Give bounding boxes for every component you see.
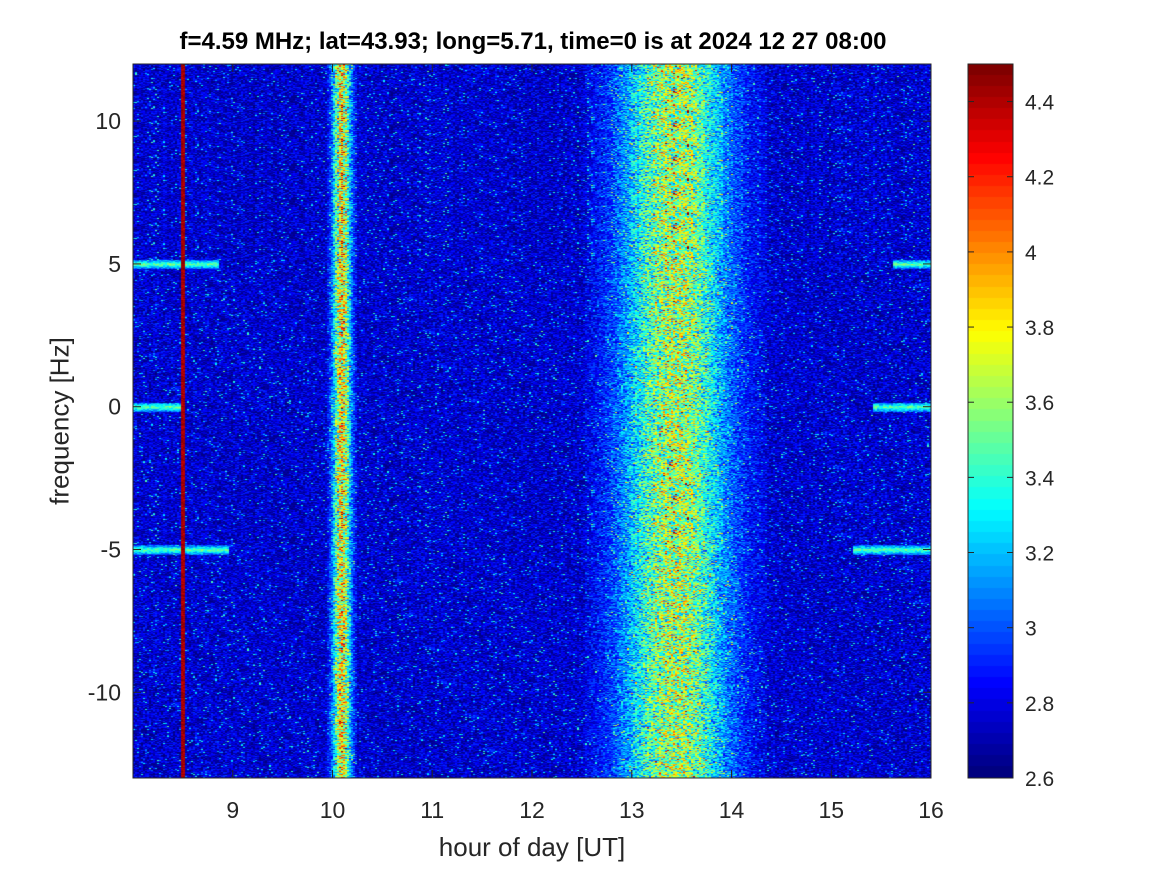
colorbar-tick-label: 4.4	[1025, 92, 1055, 115]
x-tick-label: 9	[226, 797, 239, 823]
colorbar-tick-label: 3.2	[1025, 543, 1054, 566]
colorbar-tick-label: 3.6	[1025, 392, 1054, 415]
spectrogram-heatmap	[133, 64, 931, 778]
colorbar-tick-label: 2.8	[1025, 693, 1054, 716]
x-tick-label: 13	[619, 797, 645, 823]
x-tick-label: 12	[519, 797, 545, 823]
colorbar-tick-label: 3.8	[1025, 317, 1054, 340]
colorbar-tick-label: 3	[1025, 618, 1037, 641]
colorbar-tick-label: 3.4	[1025, 467, 1055, 490]
y-tick-label: 10	[95, 108, 121, 134]
colorbar-frame	[967, 63, 1014, 779]
y-axis-label: frequency [Hz]	[44, 337, 75, 505]
plot-frame	[132, 63, 932, 779]
chart-title: f=4.59 MHz; lat=43.93; long=5.71, time=0…	[179, 28, 887, 55]
x-tick-label: 14	[719, 797, 745, 823]
x-tick-label: 11	[420, 797, 444, 823]
y-tick-label: -5	[101, 537, 121, 563]
colorbar-tick-label: 2.6	[1025, 768, 1054, 791]
x-tick-label: 10	[320, 797, 346, 823]
x-axis-label: hour of day [UT]	[438, 832, 626, 862]
colorbar-gradient	[968, 64, 1013, 778]
colorbar-tick-label: 4.2	[1025, 167, 1054, 190]
colorbar-tick-label: 4	[1025, 242, 1037, 265]
y-tick-label: -10	[88, 679, 121, 705]
y-tick-label: 0	[108, 394, 121, 420]
x-tick-label: 16	[918, 797, 944, 823]
x-tick-label: 15	[818, 797, 844, 823]
y-tick-label: 5	[108, 251, 121, 277]
